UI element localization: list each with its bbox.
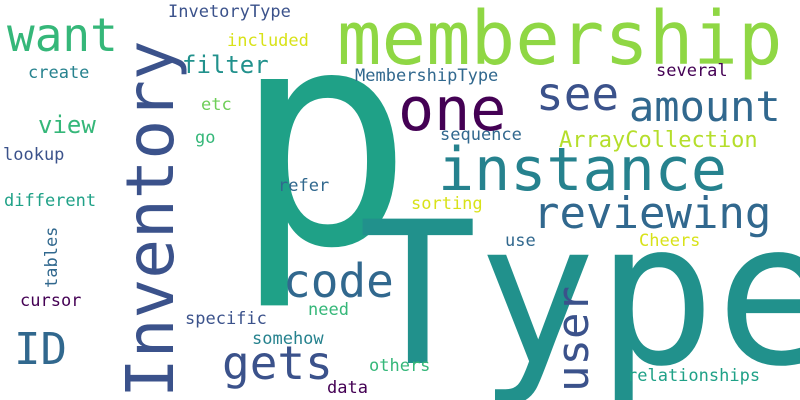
word-create: create — [28, 63, 90, 83]
word-included: included — [227, 31, 309, 51]
word-several: several — [656, 61, 728, 81]
word-one: one — [398, 75, 507, 145]
word-relationships: relationships — [627, 366, 761, 386]
word-cursor: cursor — [20, 291, 82, 311]
word-sequence: sequence — [440, 125, 522, 145]
word-need: need — [308, 300, 349, 320]
word-use: use — [505, 231, 536, 251]
word-etc: etc — [201, 95, 232, 115]
word-gets: gets — [222, 336, 333, 390]
word-somehow: somehow — [252, 329, 324, 349]
word-filter: filter — [182, 51, 269, 79]
word-want: want — [7, 8, 118, 62]
word-data: data — [327, 378, 368, 398]
word-id: ID — [14, 324, 67, 375]
word-cheers: Cheers — [639, 231, 701, 251]
word-specific: specific — [185, 309, 267, 329]
word-membership-type: MembershipType — [355, 66, 499, 86]
word-membership: membership — [337, 0, 783, 82]
word-different: different — [4, 191, 97, 211]
word-p: p — [233, 0, 414, 314]
word-others: others — [369, 356, 431, 376]
word-code: code — [283, 254, 394, 308]
word-tables: tables — [42, 226, 62, 288]
word-array-collection: ArrayCollection — [559, 128, 758, 153]
word-refer: refer — [278, 176, 330, 196]
word-sorting: sorting — [411, 194, 483, 214]
word-amount: amount — [629, 82, 781, 131]
word-type: Type — [358, 179, 800, 400]
word-inventory-type: InvetoryType — [168, 2, 291, 22]
word-view: view — [38, 111, 96, 139]
word-lookup: lookup — [3, 145, 65, 165]
word-go: go — [195, 128, 216, 148]
word-instance: instance — [438, 135, 727, 205]
word-inventory: Inventory — [112, 40, 189, 398]
word-reviewing: reviewing — [533, 188, 772, 239]
word-see: see — [536, 67, 620, 121]
word-user: user — [548, 286, 599, 392]
